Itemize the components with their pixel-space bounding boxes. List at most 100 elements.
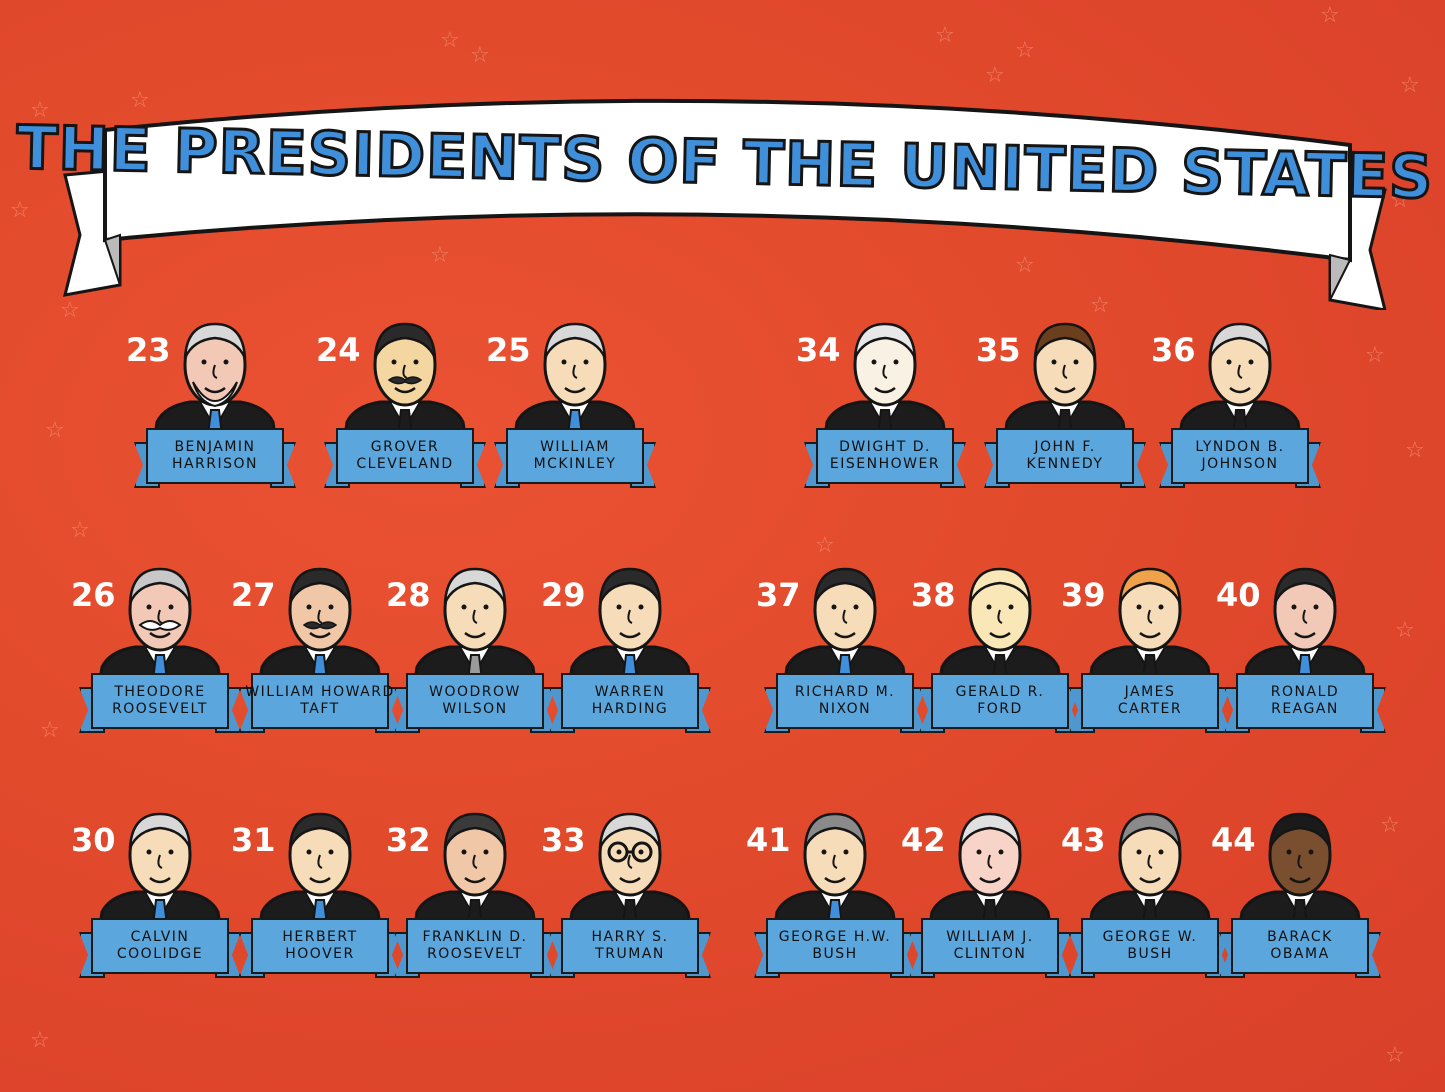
ribbon-label: BARACK OBAMA bbox=[1231, 918, 1369, 974]
president-name-line2: EISENHOWER bbox=[829, 456, 941, 472]
star-decoration: ☆ bbox=[30, 1028, 50, 1053]
ribbon-label: WILLIAM J. CLINTON bbox=[921, 918, 1059, 974]
star-decoration: ☆ bbox=[1385, 1043, 1405, 1068]
ribbon-label: WILLIAM HOWARD TAFT bbox=[245, 673, 393, 729]
president-name-line2: TRUMAN bbox=[595, 946, 665, 962]
president-name-line1: BENJAMIN bbox=[174, 438, 256, 455]
ribbon-label: RICHARD M. NIXON bbox=[776, 673, 914, 729]
president-card: 42 WILLIAM J. CLINTON bbox=[901, 800, 1071, 1000]
president-name-line2: CLINTON bbox=[953, 946, 1027, 962]
president-name-line1: THEODORE bbox=[114, 683, 206, 700]
name-ribbon: HARRY S. TRUMAN bbox=[549, 918, 711, 980]
star-decoration: ☆ bbox=[30, 98, 50, 123]
president-name-line1: JOHN F. bbox=[1034, 438, 1096, 455]
president-name-line1: GEORGE W. bbox=[1102, 928, 1198, 945]
president-name-line1: WILLIAM bbox=[540, 438, 610, 455]
name-ribbon: WILLIAM HOWARD TAFT bbox=[239, 673, 401, 735]
president-name-line2: TAFT bbox=[300, 701, 340, 717]
president-name-line1: WOODROW bbox=[429, 683, 521, 700]
star-decoration: ☆ bbox=[1090, 293, 1110, 318]
ribbon-label: CALVIN COOLIDGE bbox=[91, 918, 229, 974]
name-ribbon: RONALD REAGAN bbox=[1224, 673, 1386, 735]
president-name-line1: DWIGHT D. bbox=[839, 438, 931, 455]
ribbon-label: WILLIAM MCKINLEY bbox=[506, 428, 644, 484]
president-name-line2: FORD bbox=[977, 701, 1023, 717]
president-name-line2: CARTER bbox=[1117, 701, 1183, 717]
president-number: 42 bbox=[901, 821, 946, 859]
president-card: 35 JOHN F. KENNEDY bbox=[976, 310, 1146, 510]
president-number: 31 bbox=[231, 821, 276, 859]
president-name-line2: COOLIDGE bbox=[116, 946, 204, 962]
president-number: 27 bbox=[231, 576, 276, 614]
president-number: 43 bbox=[1061, 821, 1106, 859]
ribbon-label: HARRY S. TRUMAN bbox=[561, 918, 699, 974]
ribbon-label: WOODROW WILSON bbox=[406, 673, 544, 729]
president-number: 28 bbox=[386, 576, 431, 614]
president-name-line2: ROOSEVELT bbox=[427, 946, 523, 962]
president-name-line1: FRANKLIN D. bbox=[422, 928, 528, 945]
president-card: 23 BENJAMIN HARRISON bbox=[126, 310, 296, 510]
president-number: 36 bbox=[1151, 331, 1196, 369]
president-card: 36 LYNDON B. JOHNSON bbox=[1151, 310, 1321, 510]
name-ribbon: THEODORE ROOSEVELT bbox=[79, 673, 241, 735]
president-card: 34 DWIGHT D. EISENHOWER bbox=[796, 310, 966, 510]
name-ribbon: WILLIAM MCKINLEY bbox=[494, 428, 656, 490]
ribbon-label: WARREN HARDING bbox=[561, 673, 699, 729]
star-decoration: ☆ bbox=[1390, 188, 1410, 213]
president-name-line1: RONALD bbox=[1270, 683, 1340, 700]
name-ribbon: GROVER CLEVELAND bbox=[324, 428, 486, 490]
president-number: 25 bbox=[486, 331, 531, 369]
president-card: 43 GEORGE W. BUSH bbox=[1061, 800, 1231, 1000]
president-number: 40 bbox=[1216, 576, 1261, 614]
star-decoration: ☆ bbox=[60, 298, 80, 323]
star-decoration: ☆ bbox=[1365, 343, 1385, 368]
president-number: 39 bbox=[1061, 576, 1106, 614]
ribbon-label: GERALD R. FORD bbox=[931, 673, 1069, 729]
president-card: 38 GERALD R. FORD bbox=[911, 555, 1081, 755]
ribbon-label: RONALD REAGAN bbox=[1236, 673, 1374, 729]
name-ribbon: RICHARD M. NIXON bbox=[764, 673, 926, 735]
star-decoration: ☆ bbox=[10, 198, 30, 223]
president-card: 44 BARACK OBAMA bbox=[1211, 800, 1381, 1000]
president-card: 25 WILLIAM MCKINLEY bbox=[486, 310, 656, 510]
president-card: 40 RONALD REAGAN bbox=[1216, 555, 1386, 755]
star-decoration: ☆ bbox=[1395, 618, 1415, 643]
president-card: 37 RICHARD M. NIXON bbox=[756, 555, 926, 755]
president-card: 31 HERBERT HOOVER bbox=[231, 800, 401, 1000]
ribbon-label: GEORGE W. BUSH bbox=[1081, 918, 1219, 974]
star-decoration: ☆ bbox=[815, 533, 835, 558]
president-number: 29 bbox=[541, 576, 586, 614]
name-ribbon: JOHN F. KENNEDY bbox=[984, 428, 1146, 490]
president-name-line2: OBAMA bbox=[1270, 946, 1330, 962]
ribbon-label: DWIGHT D. EISENHOWER bbox=[816, 428, 954, 484]
president-name-line2: REAGAN bbox=[1271, 701, 1339, 717]
president-name-line1: GERALD R. bbox=[955, 683, 1045, 700]
president-name-line1: GEORGE H.W. bbox=[778, 928, 892, 945]
star-decoration: ☆ bbox=[1015, 38, 1035, 63]
star-decoration: ☆ bbox=[1015, 253, 1035, 278]
name-ribbon: WILLIAM J. CLINTON bbox=[909, 918, 1071, 980]
president-number: 37 bbox=[756, 576, 801, 614]
ribbon-label: LYNDON B. JOHNSON bbox=[1171, 428, 1309, 484]
president-number: 30 bbox=[71, 821, 116, 859]
star-decoration: ☆ bbox=[985, 63, 1005, 88]
president-name-line1: WARREN bbox=[594, 683, 666, 700]
president-name-line1: HERBERT bbox=[282, 928, 358, 945]
president-portrait bbox=[1236, 812, 1364, 942]
star-decoration: ☆ bbox=[1380, 813, 1400, 838]
president-name-line2: BUSH bbox=[1127, 946, 1173, 962]
president-card: 26 THEODORE ROOSEVELT bbox=[71, 555, 241, 755]
president-name-line1: JAMES bbox=[1124, 683, 1176, 700]
star-decoration: ☆ bbox=[935, 23, 955, 48]
president-name-line2: HARRISON bbox=[171, 456, 259, 472]
president-name-line2: HARDING bbox=[591, 701, 669, 717]
president-name-line2: BUSH bbox=[812, 946, 858, 962]
president-card: 30 CALVIN COOLIDGE bbox=[71, 800, 241, 1000]
name-ribbon: FRANKLIN D. ROOSEVELT bbox=[394, 918, 556, 980]
president-card: 29 WARREN HARDING bbox=[541, 555, 711, 755]
name-ribbon: LYNDON B. JOHNSON bbox=[1159, 428, 1321, 490]
president-card: 33 HARRY S. TRUMAN bbox=[541, 800, 711, 1000]
ribbon-label: GEORGE H.W. BUSH bbox=[766, 918, 904, 974]
president-card: 27 WILLIAM HOWARD TAFT bbox=[231, 555, 401, 755]
